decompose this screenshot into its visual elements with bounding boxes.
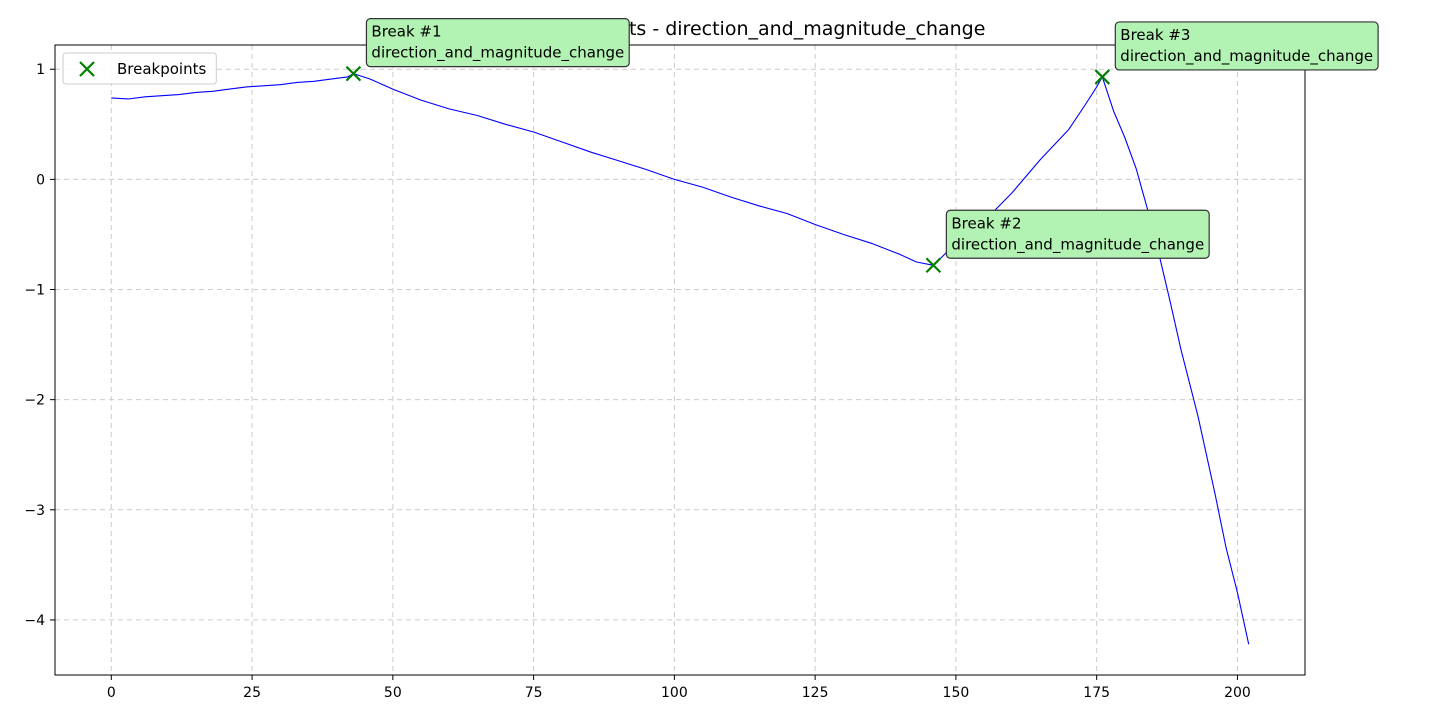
x-tick-label: 50 — [384, 685, 402, 701]
legend-label: Breakpoints — [117, 60, 206, 78]
x-tick-label: 0 — [107, 685, 116, 701]
annotation-type: direction_and_magnitude_change — [371, 44, 624, 63]
annotation-box — [1114, 21, 1379, 71]
x-tick-label: 25 — [243, 685, 261, 701]
axis-ticks: 0 25 50 75 100 125 150 175 200 1 0 −1 −2 −3 −4 — [24, 62, 1250, 701]
legend-marker — [79, 61, 95, 77]
y-tick-label: 0 — [36, 172, 45, 188]
y-tick-label: −3 — [24, 503, 45, 519]
series-lines — [111, 73, 1250, 645]
breakpoint-marker — [1094, 69, 1111, 85]
x-tick-label: 100 — [661, 685, 688, 701]
y-tick-label: 1 — [36, 62, 45, 78]
breakpoint-annotation: Break #2 direction_and_magnitude_change — [945, 209, 1210, 259]
annotation-type: direction_and_magnitude_change — [1120, 47, 1373, 66]
breakpoint-marker — [345, 65, 362, 82]
annotation-box — [365, 18, 630, 68]
y-tick-label: −1 — [24, 283, 45, 299]
breakpoint-marker — [925, 257, 942, 274]
x-tick-label: 175 — [1083, 685, 1110, 701]
x-tick-label: 200 — [1224, 685, 1251, 701]
breakpoint-markers — [345, 65, 1111, 274]
breakpoint-annotation: Break #1 direction_and_magnitude_change — [365, 18, 630, 68]
x-tick-label: 125 — [802, 685, 829, 701]
x-tick-label: 150 — [943, 685, 970, 701]
breakpoint-annotation: Break #3 direction_and_magnitude_change — [1114, 21, 1379, 71]
legend-box — [62, 52, 217, 85]
annotation-label: Break #2 — [951, 214, 1021, 232]
x-tick-label: 75 — [525, 685, 543, 701]
series-line — [111, 73, 1250, 645]
legend: Breakpoints — [62, 52, 217, 85]
y-tick-label: −2 — [24, 393, 45, 409]
grid-lines — [55, 45, 1305, 675]
annotation-type: direction_and_magnitude_change — [951, 235, 1204, 254]
plot-area-frame — [54, 44, 1306, 676]
annotation-label: Break #3 — [1120, 26, 1190, 44]
breakpoint-annotations: Break #1direction_and_magnitude_changeBr… — [365, 18, 1379, 259]
y-tick-label: −4 — [24, 613, 45, 629]
annotation-box — [945, 209, 1210, 259]
annotation-label: Break #1 — [371, 23, 441, 41]
